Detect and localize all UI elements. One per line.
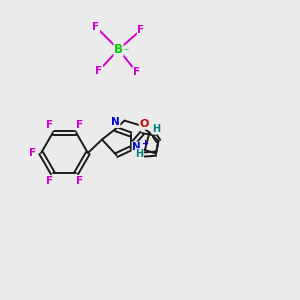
Text: F: F xyxy=(46,176,53,186)
Text: F: F xyxy=(76,120,83,130)
Text: B: B xyxy=(114,43,123,56)
Text: +: + xyxy=(141,139,148,148)
Text: N: N xyxy=(111,117,120,128)
Text: N: N xyxy=(132,142,141,152)
Text: ⁻: ⁻ xyxy=(123,47,129,58)
Text: F: F xyxy=(46,120,53,130)
Text: F: F xyxy=(95,65,103,76)
Text: O: O xyxy=(139,119,149,129)
Text: H: H xyxy=(135,148,144,159)
Text: F: F xyxy=(28,148,36,158)
Text: F: F xyxy=(137,25,145,35)
Text: F: F xyxy=(76,176,83,186)
Text: H: H xyxy=(152,124,160,134)
Text: F: F xyxy=(133,67,140,77)
Text: F: F xyxy=(92,22,100,32)
